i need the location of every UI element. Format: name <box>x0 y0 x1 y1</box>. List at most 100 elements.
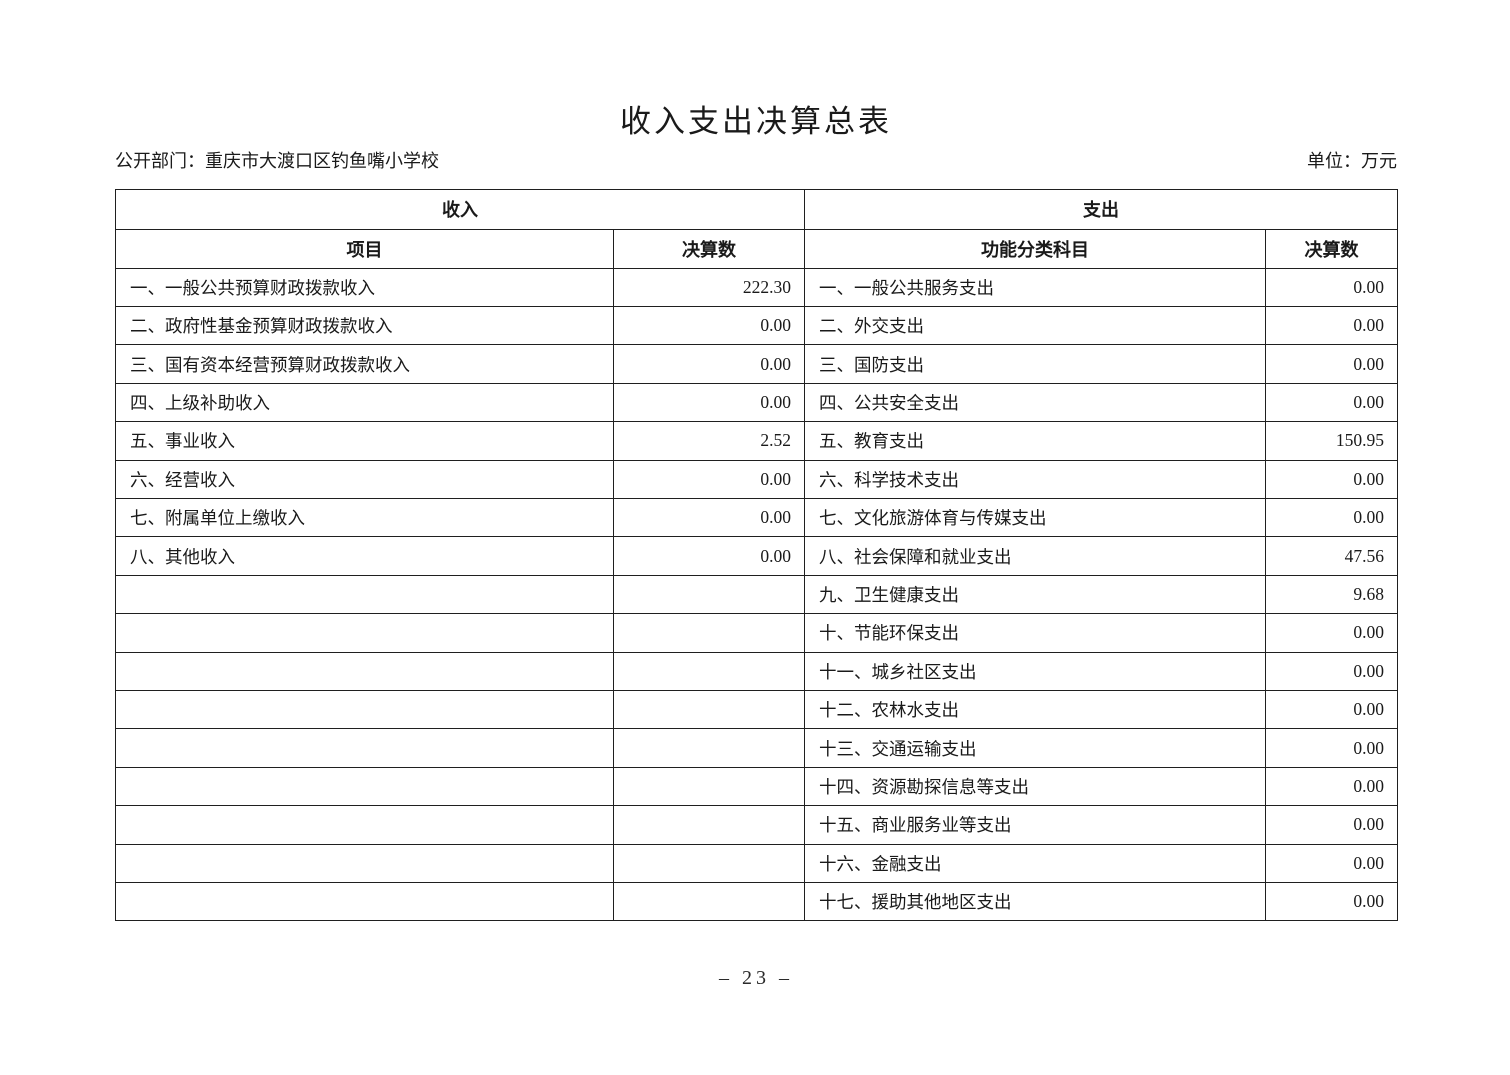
income-item-cell: 二、政府性基金预算财政拨款收入 <box>115 306 614 346</box>
table-row: 十六、金融支出 0.00 <box>115 843 1398 883</box>
department-line: 公开部门：重庆市大渡口区钓鱼嘴小学校 <box>115 147 439 173</box>
income-item-cell <box>115 766 614 807</box>
income-item-cell: 五、事业收入 <box>115 421 614 461</box>
table-row: 九、卫生健康支出 9.68 <box>115 574 1398 615</box>
expense-amount-cell: 9.68 <box>1265 574 1398 615</box>
expense-amount-cell: 0.00 <box>1265 306 1398 346</box>
expense-amount-cell: 0.00 <box>1265 728 1398 768</box>
income-amount-cell: 0.00 <box>613 344 805 384</box>
budget-summary-table: 收入 支出 项目 决算数 功能分类科目 决算数 一、一般公共预算财政拨款收入 22… <box>115 188 1398 922</box>
expense-amount-cell: 0.00 <box>1265 766 1398 807</box>
expense-item-cell: 五、教育支出 <box>804 421 1266 461</box>
unit-label: 单位：万元 <box>1307 150 1397 171</box>
income-item-cell <box>115 881 614 922</box>
expense-item-cell: 四、公共安全支出 <box>804 382 1266 423</box>
table-row: 十、节能环保支出 0.00 <box>115 613 1398 653</box>
expense-item-cell: 十四、资源勘探信息等支出 <box>804 766 1266 807</box>
income-amount-cell <box>613 574 805 615</box>
expense-amount-cell: 0.00 <box>1265 689 1398 730</box>
table-row: 四、上级补助收入 0.00 四、公共安全支出 0.00 <box>115 382 1398 423</box>
income-amount-cell: 0.00 <box>613 497 805 538</box>
income-item-cell: 四、上级补助收入 <box>115 382 614 423</box>
income-item-cell <box>115 843 614 883</box>
expense-item-cell: 十三、交通运输支出 <box>804 728 1266 768</box>
income-amount-cell <box>613 689 805 730</box>
table-row: 十一、城乡社区支出 0.00 <box>115 651 1398 691</box>
department-value: 重庆市大渡口区钓鱼嘴小学校 <box>205 150 439 171</box>
expense-amount-cell: 0.00 <box>1265 267 1398 308</box>
column-header-row: 项目 决算数 功能分类科目 决算数 <box>115 228 1398 269</box>
income-amount-cell: 0.00 <box>613 536 805 576</box>
expense-item-cell: 九、卫生健康支出 <box>804 574 1266 615</box>
income-item-cell <box>115 689 614 730</box>
table-row: 八、其他收入 0.00 八、社会保障和就业支出 47.56 <box>115 536 1398 576</box>
table-row: 二、政府性基金预算财政拨款收入 0.00 二、外交支出 0.00 <box>115 306 1398 346</box>
expense-section-header: 支出 <box>804 188 1398 230</box>
expense-amount-cell: 0.00 <box>1265 881 1398 922</box>
income-amount-cell <box>613 728 805 768</box>
income-amount-cell <box>613 651 805 691</box>
income-amount-cell: 222.30 <box>613 267 805 308</box>
income-item-cell <box>115 574 614 615</box>
expense-item-cell: 六、科学技术支出 <box>804 459 1266 499</box>
expense-amount-cell: 0.00 <box>1265 459 1398 499</box>
expense-item-cell: 十二、农林水支出 <box>804 689 1266 730</box>
expense-amount-cell: 0.00 <box>1265 651 1398 691</box>
income-amount-cell <box>613 805 805 845</box>
income-item-cell <box>115 613 614 653</box>
income-amount-cell: 0.00 <box>613 459 805 499</box>
meta-row: 公开部门：重庆市大渡口区钓鱼嘴小学校 单位：万元 <box>115 147 1397 173</box>
income-amount-cell: 2.52 <box>613 421 805 461</box>
column-header-income-item: 项目 <box>115 228 614 269</box>
table-row: 十二、农林水支出 0.00 <box>115 689 1398 730</box>
expense-item-cell: 一、一般公共服务支出 <box>804 267 1266 308</box>
expense-amount-cell: 0.00 <box>1265 843 1398 883</box>
income-amount-cell <box>613 613 805 653</box>
income-item-cell: 六、经营收入 <box>115 459 614 499</box>
income-item-cell: 一、一般公共预算财政拨款收入 <box>115 267 614 308</box>
expense-item-cell: 十六、金融支出 <box>804 843 1266 883</box>
section-header-row: 收入 支出 <box>115 188 1398 230</box>
table-row: 十五、商业服务业等支出 0.00 <box>115 805 1398 845</box>
expense-amount-cell: 47.56 <box>1265 536 1398 576</box>
income-item-cell <box>115 651 614 691</box>
income-item-cell <box>115 728 614 768</box>
income-amount-cell <box>613 881 805 922</box>
expense-amount-cell: 0.00 <box>1265 497 1398 538</box>
expense-amount-cell: 150.95 <box>1265 421 1398 461</box>
income-amount-cell <box>613 766 805 807</box>
expense-item-cell: 十七、援助其他地区支出 <box>804 881 1266 922</box>
table-row: 六、经营收入 0.00 六、科学技术支出 0.00 <box>115 459 1398 499</box>
table-row: 三、国有资本经营预算财政拨款收入 0.00 三、国防支出 0.00 <box>115 344 1398 384</box>
expense-item-cell: 十一、城乡社区支出 <box>804 651 1266 691</box>
income-amount-cell: 0.00 <box>613 382 805 423</box>
expense-item-cell: 三、国防支出 <box>804 344 1266 384</box>
table-row: 五、事业收入 2.52 五、教育支出 150.95 <box>115 421 1398 461</box>
page-title: 收入支出决算总表 <box>620 104 892 139</box>
income-item-cell: 八、其他收入 <box>115 536 614 576</box>
expense-item-cell: 八、社会保障和就业支出 <box>804 536 1266 576</box>
department-label: 公开部门： <box>115 150 205 171</box>
column-header-income-amount: 决算数 <box>613 228 805 269</box>
expense-amount-cell: 0.00 <box>1265 382 1398 423</box>
expense-amount-cell: 0.00 <box>1265 805 1398 845</box>
page-number: – 23 – <box>719 967 793 990</box>
expense-item-cell: 二、外交支出 <box>804 306 1266 346</box>
expense-item-cell: 十、节能环保支出 <box>804 613 1266 653</box>
income-item-cell <box>115 805 614 845</box>
income-item-cell: 三、国有资本经营预算财政拨款收入 <box>115 344 614 384</box>
column-header-expense-amount: 决算数 <box>1265 228 1398 269</box>
table-row: 十七、援助其他地区支出 0.00 <box>115 881 1398 922</box>
income-section-header: 收入 <box>115 188 805 230</box>
column-header-expense-item: 功能分类科目 <box>804 228 1266 269</box>
income-amount-cell: 0.00 <box>613 306 805 346</box>
table-row: 七、附属单位上缴收入 0.00 七、文化旅游体育与传媒支出 0.00 <box>115 497 1398 538</box>
income-amount-cell <box>613 843 805 883</box>
table-row: 一、一般公共预算财政拨款收入 222.30 一、一般公共服务支出 0.00 <box>115 267 1398 308</box>
table-row: 十三、交通运输支出 0.00 <box>115 728 1398 768</box>
expense-item-cell: 七、文化旅游体育与传媒支出 <box>804 497 1266 538</box>
expense-amount-cell: 0.00 <box>1265 613 1398 653</box>
income-item-cell: 七、附属单位上缴收入 <box>115 497 614 538</box>
expense-amount-cell: 0.00 <box>1265 344 1398 384</box>
